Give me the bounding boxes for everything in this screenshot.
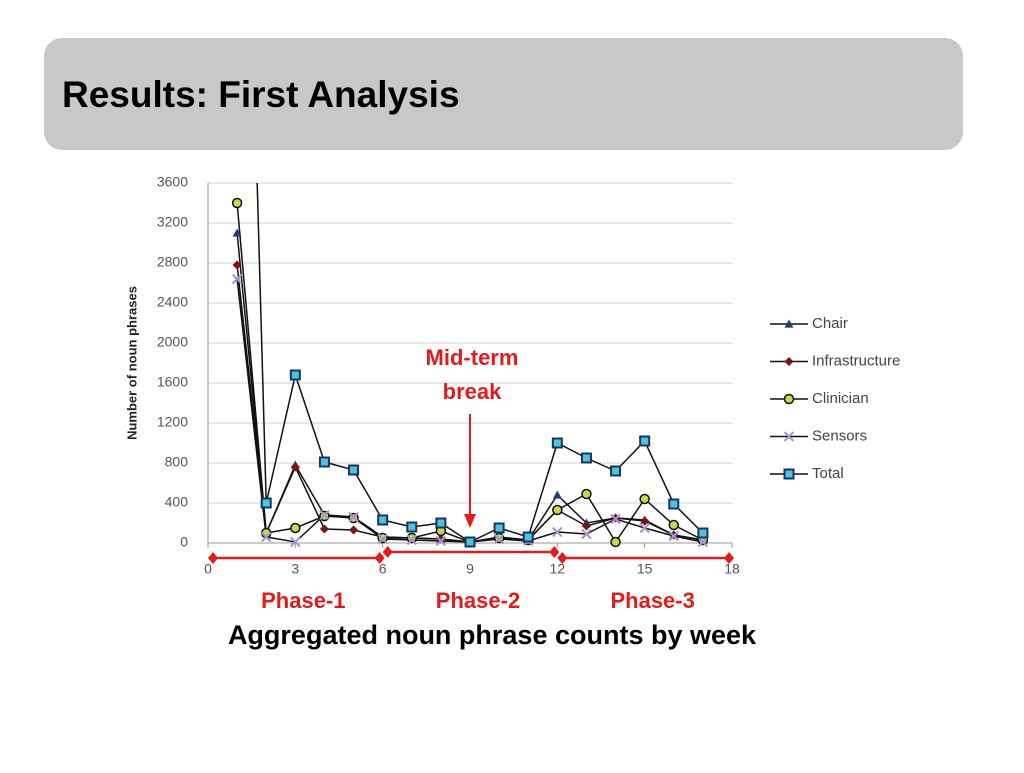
marker bbox=[610, 513, 621, 525]
y-tick-label: 1600 bbox=[157, 374, 188, 390]
marker bbox=[581, 488, 592, 500]
marker bbox=[639, 435, 651, 447]
marker bbox=[668, 530, 679, 542]
marker bbox=[783, 468, 795, 480]
y-tick-label: 400 bbox=[165, 494, 189, 510]
marker bbox=[784, 319, 794, 328]
y-tick-label: 800 bbox=[165, 454, 189, 470]
marker bbox=[232, 260, 242, 270]
marker bbox=[436, 534, 446, 544]
legend-label: Sensors bbox=[812, 427, 867, 444]
phase-label: Phase-1 bbox=[261, 588, 345, 613]
y-tick-label: 3200 bbox=[157, 214, 188, 230]
title-box bbox=[44, 38, 963, 150]
marker bbox=[318, 456, 330, 468]
plot-area bbox=[231, 183, 709, 548]
phase-end bbox=[557, 552, 568, 564]
marker bbox=[231, 197, 243, 209]
marker bbox=[348, 464, 360, 476]
marker bbox=[290, 522, 301, 534]
marker bbox=[406, 532, 418, 544]
x-tick-label: 18 bbox=[724, 561, 740, 577]
marker bbox=[581, 521, 591, 531]
marker bbox=[289, 369, 301, 381]
slide-title: Results: First Analysis bbox=[62, 74, 460, 115]
marker bbox=[552, 526, 563, 538]
marker bbox=[493, 522, 505, 534]
y-tick-label: 2400 bbox=[157, 294, 188, 310]
phase-end bbox=[374, 552, 385, 564]
y-tick-label: 2800 bbox=[157, 254, 188, 270]
phase-end bbox=[208, 552, 218, 564]
marker bbox=[377, 533, 388, 545]
marker bbox=[464, 536, 476, 548]
caption: Aggregated noun phrase counts by week bbox=[228, 620, 757, 650]
marker bbox=[319, 524, 329, 534]
marker bbox=[290, 462, 300, 472]
marker bbox=[640, 516, 650, 526]
marker bbox=[261, 531, 272, 543]
marker bbox=[580, 452, 592, 464]
marker bbox=[522, 531, 534, 543]
x-tick-label: 3 bbox=[291, 561, 299, 577]
marker bbox=[435, 535, 447, 547]
phase-end bbox=[549, 546, 560, 558]
y-tick-label: 3600 bbox=[157, 174, 188, 190]
marker bbox=[784, 357, 794, 366]
y-axis-label: Number of noun phrases bbox=[124, 286, 139, 440]
phase-label: Phase-2 bbox=[436, 588, 520, 613]
legend-label: Total bbox=[812, 465, 844, 482]
marker bbox=[610, 465, 622, 477]
x-tick-label: 0 bbox=[204, 561, 212, 577]
marker bbox=[231, 273, 243, 285]
y-tick-label: 0 bbox=[180, 534, 188, 550]
marker bbox=[319, 509, 330, 521]
marker bbox=[697, 527, 709, 539]
marker bbox=[581, 528, 592, 540]
marker bbox=[639, 493, 650, 505]
x-tick-label: 15 bbox=[637, 561, 653, 577]
phase-end bbox=[382, 546, 393, 558]
marker bbox=[668, 498, 680, 510]
x-tick-label: 6 bbox=[379, 561, 387, 577]
marker bbox=[783, 393, 795, 405]
marker bbox=[260, 497, 272, 509]
marker bbox=[377, 514, 389, 526]
marker bbox=[290, 536, 301, 548]
phase-end bbox=[724, 552, 734, 564]
annotation-text: Mid-term bbox=[426, 345, 519, 370]
x-tick-label: 9 bbox=[466, 561, 474, 577]
phase-label: Phase-3 bbox=[610, 588, 694, 613]
annotation-text: break bbox=[443, 379, 502, 404]
marker bbox=[349, 525, 359, 535]
marker bbox=[783, 431, 795, 442]
legend-label: Infrastructure bbox=[812, 352, 900, 369]
marker bbox=[552, 504, 563, 516]
marker bbox=[406, 534, 417, 546]
marker bbox=[435, 517, 447, 529]
y-tick-label: 1200 bbox=[157, 414, 188, 430]
marker bbox=[668, 519, 680, 531]
arrow-head bbox=[464, 514, 476, 528]
marker bbox=[493, 533, 505, 545]
legend-label: Chair bbox=[812, 315, 848, 332]
y-tick-label: 2000 bbox=[157, 334, 188, 350]
marker bbox=[232, 228, 242, 237]
legend-label: Clinician bbox=[812, 390, 869, 407]
marker bbox=[697, 536, 709, 548]
marker bbox=[639, 522, 650, 534]
marker bbox=[551, 437, 563, 449]
marker bbox=[348, 511, 359, 523]
marker bbox=[552, 490, 562, 499]
x-tick-label: 12 bbox=[550, 561, 566, 577]
marker bbox=[406, 521, 418, 533]
marker bbox=[610, 536, 621, 548]
